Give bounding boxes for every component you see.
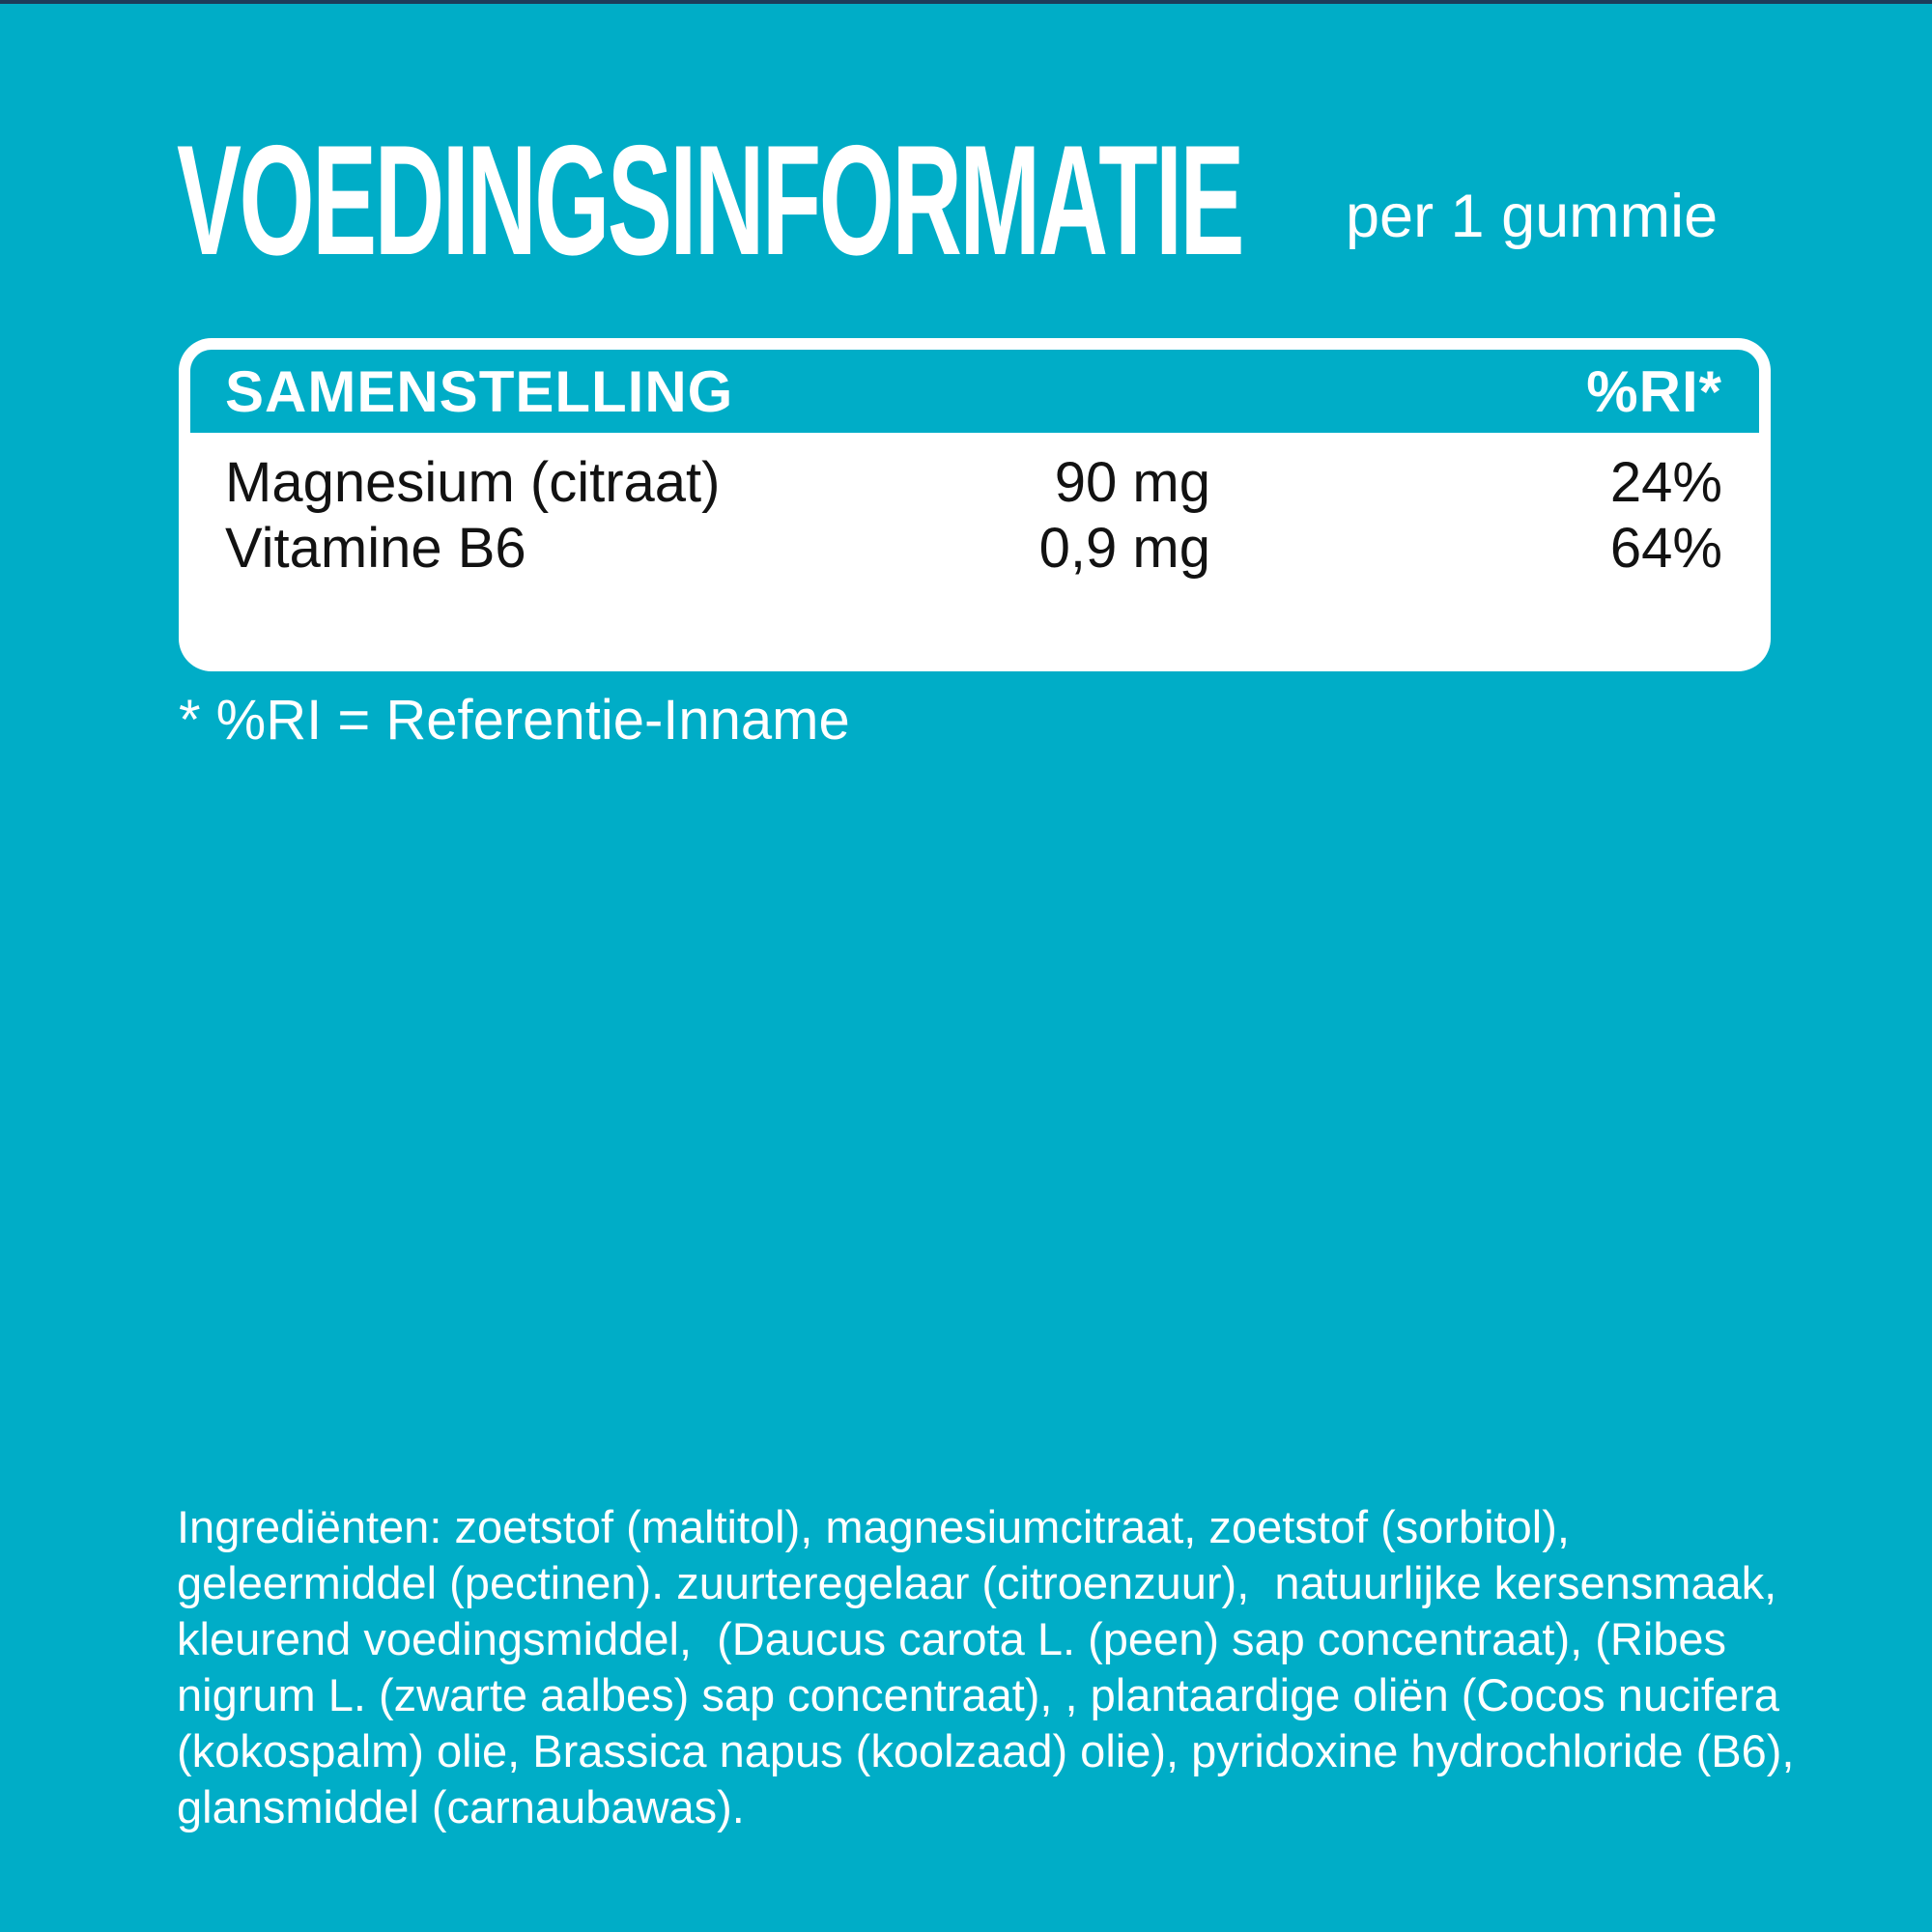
ingredients-line: Ingrediënten: zoetstof (maltitol), magne… xyxy=(177,1501,1570,1552)
nutrient-name: Vitamine B6 xyxy=(225,517,526,580)
composition-table: SAMENSTELLING %RI* Magnesium (citraat) 9… xyxy=(179,338,1771,671)
ingredients-line: glansmiddel (carnaubawas). xyxy=(177,1781,745,1833)
nutrient-amount: 0,9 mg xyxy=(1038,517,1210,580)
column-header-ri: %RI* xyxy=(1586,358,1722,424)
nutrient-name: Magnesium (citraat) xyxy=(225,451,721,514)
table-row: Magnesium (citraat) 90 mg 24% xyxy=(225,450,1722,516)
portion-size-label: per 1 gummie xyxy=(1346,183,1719,250)
page-title: VOEDINGSINFORMATIE xyxy=(177,113,1244,288)
table-row: Vitamine B6 0,9 mg 64% xyxy=(225,516,1722,582)
nutrient-amount: 90 mg xyxy=(1054,451,1210,514)
top-edge-line xyxy=(0,0,1932,4)
ingredients-line: geleermiddel (pectinen). zuurteregelaar … xyxy=(177,1557,1777,1608)
ingredients-line: nigrum L. (zwarte aalbes) sap concentraa… xyxy=(177,1669,1779,1720)
table-body: Magnesium (citraat) 90 mg 24% Vitamine B… xyxy=(190,433,1759,660)
nutrient-ri-percent: 24% xyxy=(1609,451,1722,514)
column-header-composition: SAMENSTELLING xyxy=(225,358,734,424)
ingredients-line: kleurend voedingsmiddel, (Daucus carota … xyxy=(177,1613,1727,1664)
ingredients-paragraph: Ingrediënten: zoetstof (maltitol), magne… xyxy=(177,1499,1819,1835)
ri-footnote: * %RI = Referentie-Inname xyxy=(179,689,850,752)
ingredients-line: (kokospalm) olie, Brassica napus (koolza… xyxy=(177,1725,1795,1776)
table-header-row: SAMENSTELLING %RI* xyxy=(190,350,1759,433)
nutrient-ri-percent: 64% xyxy=(1609,517,1722,580)
